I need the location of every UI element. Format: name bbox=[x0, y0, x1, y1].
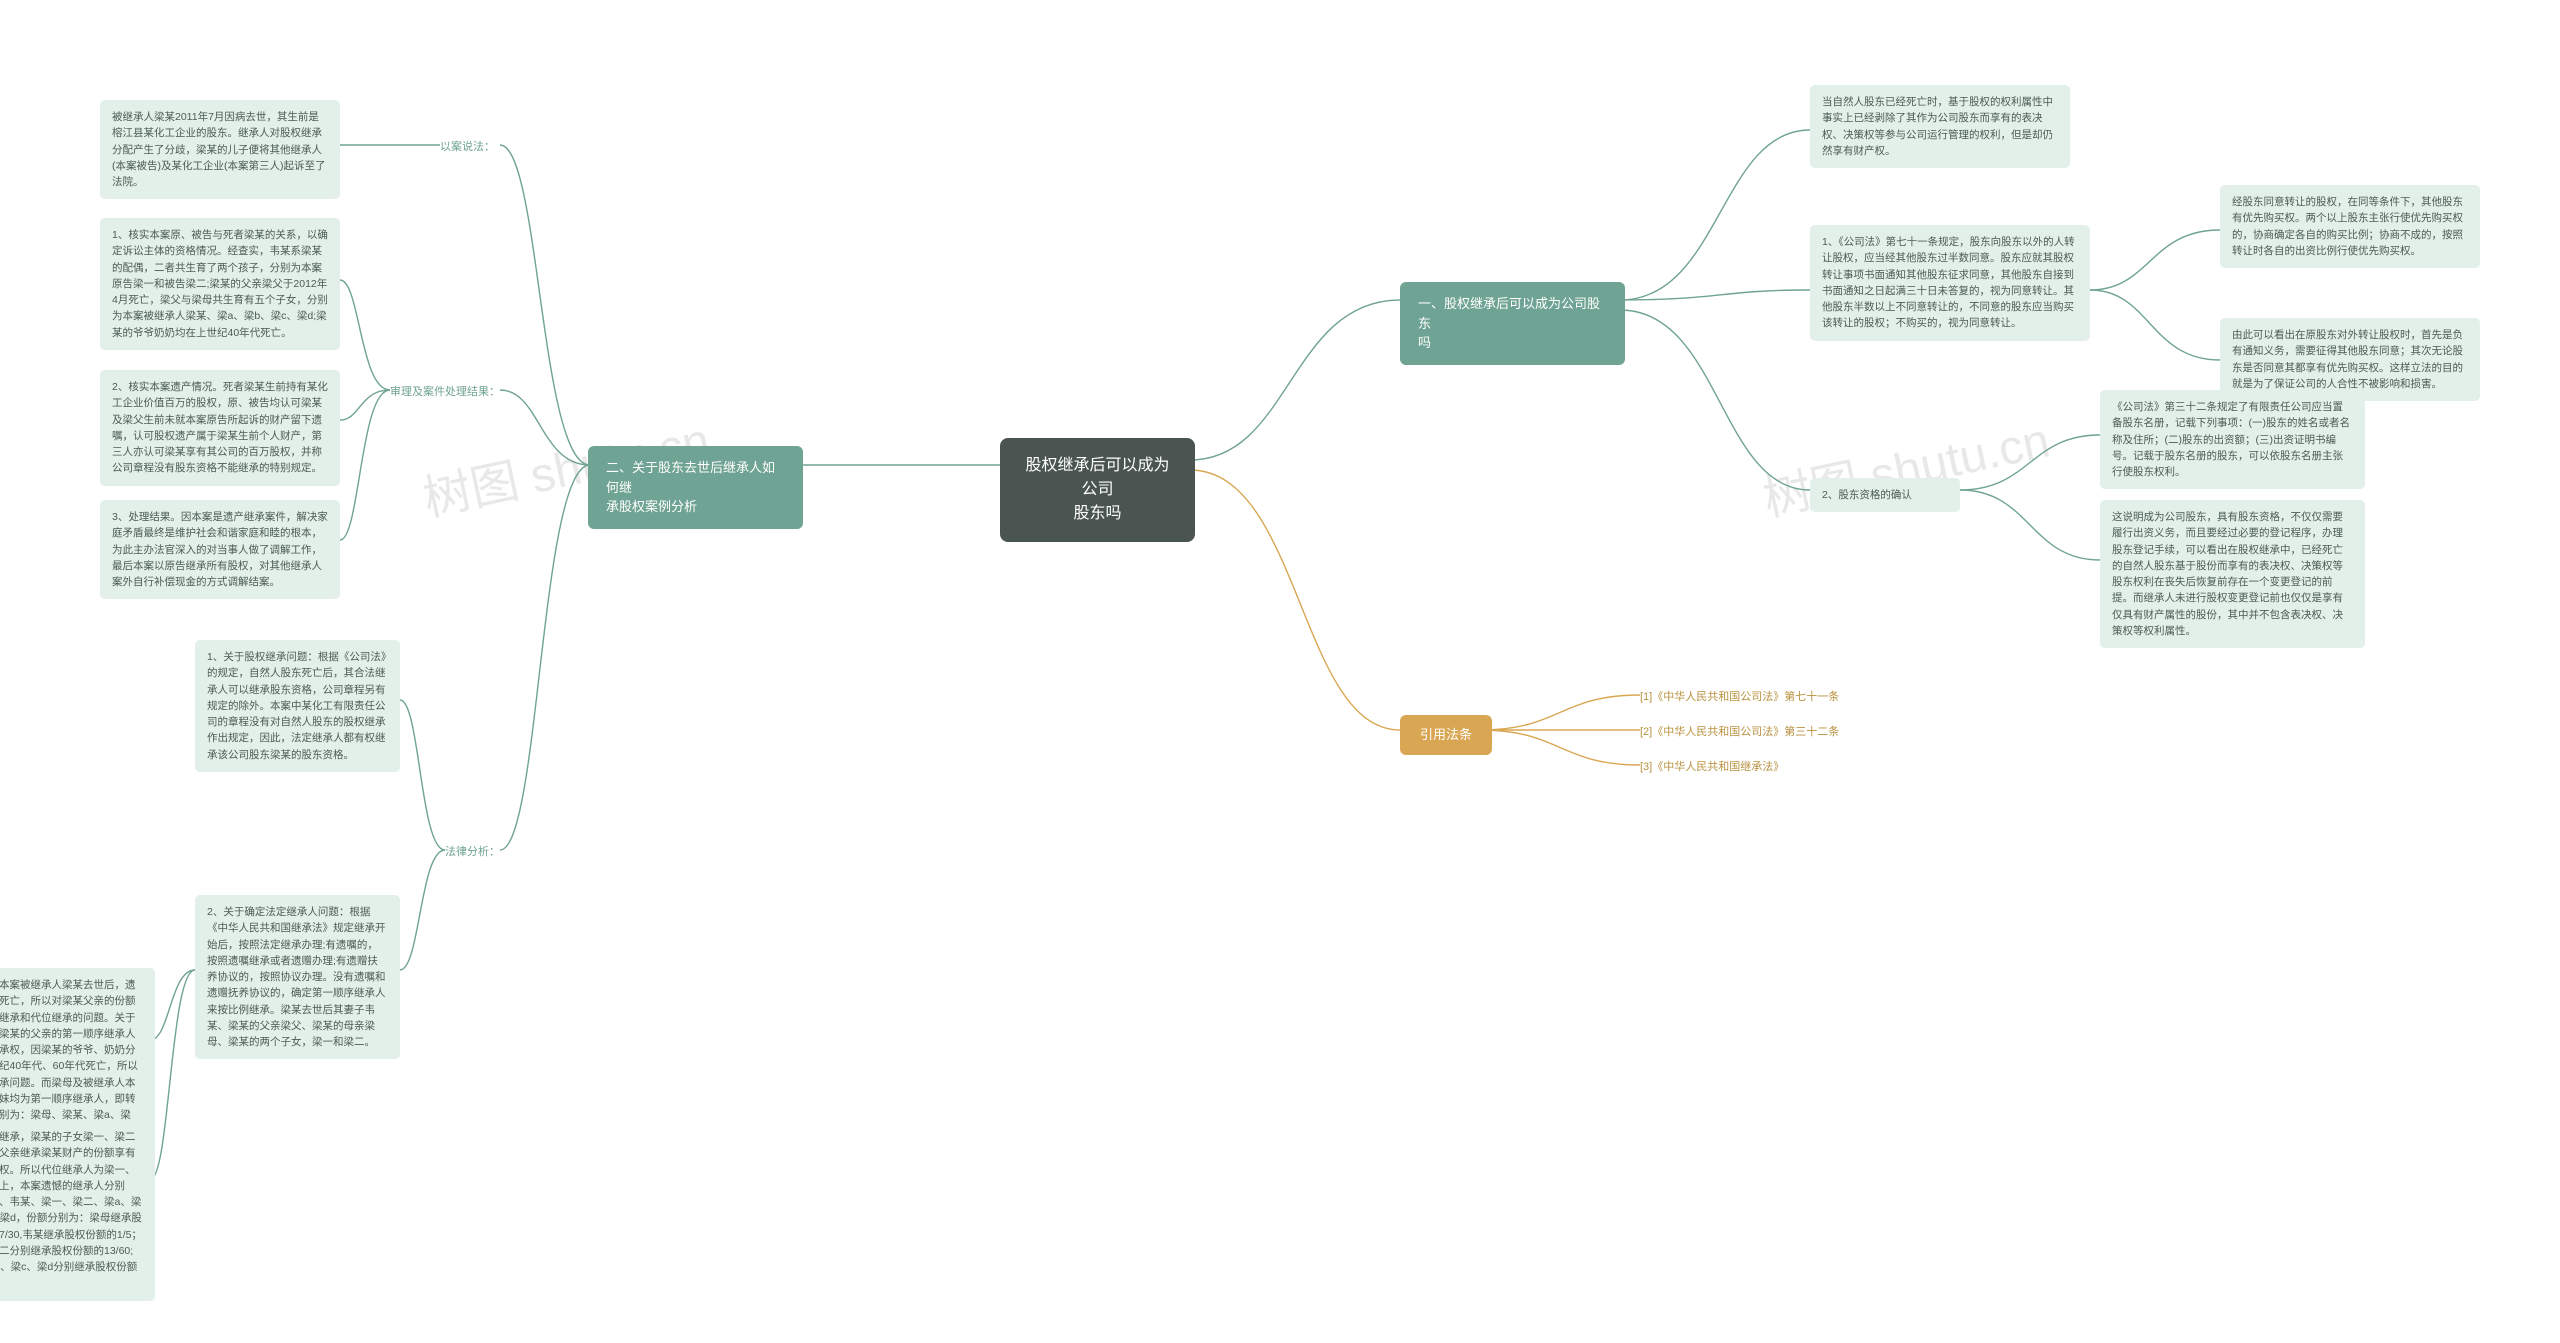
s1-n2-c2: 这说明成为公司股东，具有股东资格，不仅仅需要履行出资义务，而且要经过必要的登记程… bbox=[2100, 500, 2365, 648]
s2-c-c1: 1、关于股权继承问题：根据《公司法》的规定，自然人股东死亡后，其合法继承人可以继… bbox=[195, 640, 400, 772]
s2-b-label: 审理及案件处理结果： bbox=[390, 383, 500, 399]
cite-item-3: [3]《中华人民共和国继承法》 bbox=[1640, 758, 1784, 774]
s2-a-label: 以案说法： bbox=[440, 138, 495, 154]
cite-item-1: [1]《中华人民共和国公司法》第七十一条 bbox=[1640, 688, 1839, 704]
cite-section: 引用法条 bbox=[1400, 715, 1492, 755]
s1-n2-c1: 《公司法》第三十二条规定了有限责任公司应当置备股东名册，记载下列事项：(一)股东… bbox=[2100, 390, 2365, 489]
s2-c-c2: 2、关于确定法定继承人问题：根据《中华人民共和国继承法》规定继承开始后，按照法定… bbox=[195, 895, 400, 1059]
s1-n1-label: 1、《公司法》第七十一条规定，股东向股东以外的人转让股权，应当经其他股东过半数同… bbox=[1810, 225, 2090, 341]
s2-c-c2b: 关于代位继承，梁某的子女梁一、梁二对于梁某父亲继承梁某财产的份额享有代位继承权。… bbox=[0, 1120, 155, 1301]
center-node: 股权继承后可以成为公司 股东吗 bbox=[1000, 438, 1195, 542]
cite-item-2: [2]《中华人民共和国公司法》第三十二条 bbox=[1640, 723, 1839, 739]
s2-b-c2: 2、核实本案遗产情况。死者梁某生前持有某化工企业价值百万的股权，原、被告均认可梁… bbox=[100, 370, 340, 486]
s1-intro: 当自然人股东已经死亡时，基于股权的权利属性中事实上已经剥除了其作为公司股东而享有… bbox=[1810, 85, 2070, 168]
s1-n2-label: 2、股东资格的确认 bbox=[1810, 478, 1960, 512]
s2-b-c1: 1、核实本案原、被告与死者梁某的关系，以确定诉讼主体的资格情况。经查实，韦某系梁… bbox=[100, 218, 340, 350]
section-2: 二、关于股东去世后继承人如何继 承股权案例分析 bbox=[588, 446, 803, 529]
s1-n1-c2: 由此可以看出在原股东对外转让股权时，首先是负有通知义务，需要征得其他股东同意；其… bbox=[2220, 318, 2480, 401]
s2-c-label: 法律分析： bbox=[445, 843, 500, 859]
s2-b-c3: 3、处理结果。因本案是遗产继承案件，解决家庭矛盾最终是维护社会和谐家庭和睦的根本… bbox=[100, 500, 340, 599]
s1-n1-c1: 经股东同意转让的股权，在同等条件下，其他股东有优先购买权。两个以上股东主张行使优… bbox=[2220, 185, 2480, 268]
s2-a-body: 被继承人梁某2011年7月因病去世，其生前是榕江县某化工企业的股东。继承人对股权… bbox=[100, 100, 340, 199]
section-1: 一、股权继承后可以成为公司股东 吗 bbox=[1400, 282, 1625, 365]
